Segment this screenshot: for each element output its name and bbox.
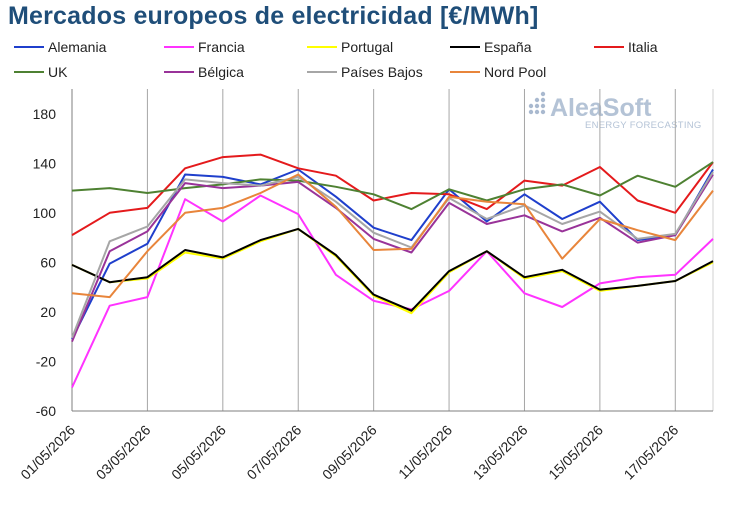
logo-dots-icon — [528, 91, 546, 115]
series-lines — [71, 153, 714, 388]
x-tick-label: 17/05/2026 — [621, 422, 682, 483]
logo-tagline-text: ENERGY FORECASTING — [585, 120, 702, 131]
chart-title: Mercados europeos de electricidad [€/MWh… — [8, 2, 539, 30]
legend-swatch — [450, 71, 480, 73]
legend-label: Nord Pool — [484, 64, 547, 80]
x-tick-label: 09/05/2026 — [319, 422, 380, 483]
y-tick-label: 20 — [40, 304, 56, 320]
series-line-portugal — [71, 227, 714, 315]
series-line-espana — [71, 227, 714, 312]
x-tick-label: 11/05/2026 — [395, 422, 455, 482]
legend-label: Francia — [198, 39, 245, 55]
legend-label: Países Bajos — [341, 64, 423, 80]
series-line-belgica — [71, 173, 714, 342]
x-tick-label: 15/05/2026 — [545, 422, 606, 483]
x-tick-label: 01/05/2026 — [17, 422, 78, 483]
y-tick-label: 180 — [33, 106, 57, 122]
legend-swatch — [307, 71, 337, 73]
legend-label: Bélgica — [198, 64, 244, 80]
y-tick-labels: -60 -20 20 60 100 140 180 — [33, 106, 57, 419]
y-tick-label: 140 — [33, 155, 57, 171]
series-line-alemania — [71, 168, 714, 340]
logo-brand-text: AleaSoft — [550, 94, 652, 122]
legend-swatch — [164, 71, 194, 73]
legend-item-uk: UK — [14, 62, 67, 82]
series-line-italia — [71, 153, 714, 236]
x-tick-labels: 01/05/2026 03/05/2026 05/05/2026 07/05/2026… — [17, 422, 681, 483]
legend-swatch — [450, 46, 480, 48]
y-tick-label: 60 — [40, 254, 56, 270]
chart-legend: Alemania Francia Portugal España Italia UK Bél… — [0, 36, 730, 86]
legend-swatch — [164, 46, 194, 48]
legend-label: Italia — [628, 39, 658, 55]
legend-item-paises-bajos: Países Bajos — [307, 62, 423, 82]
legend-item-francia: Francia — [164, 37, 245, 57]
legend-item-nord-pool: Nord Pool — [450, 62, 546, 82]
x-tick-label: 07/05/2026 — [243, 422, 304, 483]
legend-label: UK — [48, 64, 68, 80]
legend-item-espana: España — [450, 37, 531, 57]
y-tick-label: -20 — [36, 353, 56, 369]
legend-swatch — [14, 71, 44, 73]
x-tick-label: 13/05/2026 — [470, 422, 531, 483]
legend-item-italia: Italia — [594, 37, 658, 57]
legend-label: España — [484, 39, 532, 55]
legend-swatch — [594, 46, 624, 48]
x-tick-label: 05/05/2026 — [168, 422, 229, 483]
legend-swatch — [14, 46, 44, 48]
series-line-nord-pool — [71, 173, 714, 299]
aleasoft-logo: AleaSoft ENERGY FORECASTING — [528, 91, 702, 131]
y-tick-label: 100 — [33, 205, 57, 221]
series-line-uk — [71, 161, 714, 211]
legend-label: Alemania — [48, 39, 107, 55]
legend-item-belgica: Bélgica — [164, 62, 244, 82]
legend-item-portugal: Portugal — [307, 37, 393, 57]
x-tick-label: 03/05/2026 — [93, 422, 154, 483]
legend-swatch — [307, 46, 337, 48]
series-line-paises-bajos — [71, 171, 714, 339]
y-tick-label: -60 — [36, 403, 56, 419]
legend-label: Portugal — [341, 39, 394, 55]
legend-item-alemania: Alemania — [14, 37, 106, 57]
